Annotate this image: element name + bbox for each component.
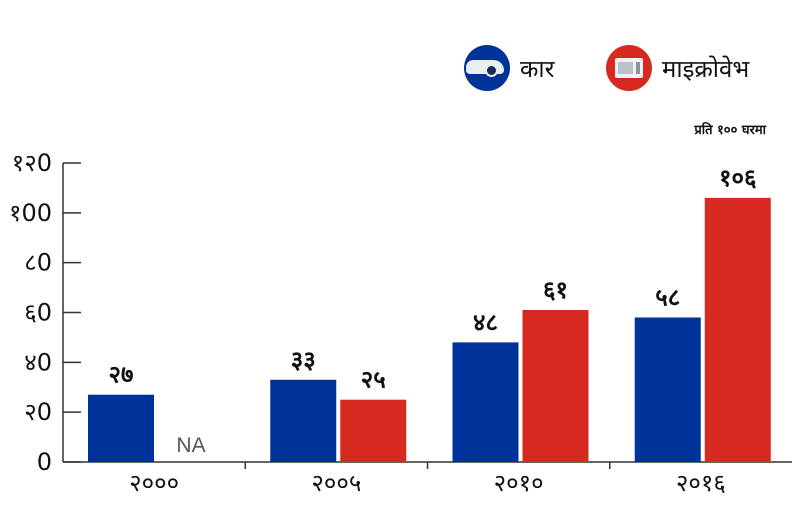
y-tick-label: ६0 (24, 299, 52, 327)
y-tick-label: 0 (37, 448, 52, 476)
microwave-icon (606, 45, 652, 91)
data-label: ४८ (473, 308, 498, 336)
data-label: १०६ (719, 164, 756, 192)
bar (522, 310, 589, 462)
x-tick-label: २००० (129, 469, 179, 497)
bar (270, 379, 337, 462)
data-label: ५८ (655, 283, 680, 311)
legend-item-car: कार (464, 44, 554, 92)
legend-label-microwave: माइक्रोवेभ (662, 54, 750, 83)
car-icon (464, 45, 510, 91)
data-label: ३३ (291, 346, 316, 374)
data-label: ६१ (543, 276, 568, 304)
x-tick-label: २०१० (494, 469, 544, 497)
bar (704, 197, 771, 462)
data-label: २५ (361, 366, 386, 394)
legend-label-car: कार (520, 54, 555, 83)
data-label-na: NA (176, 434, 205, 457)
legend-item-microwave: माइक्रोवेभ (606, 44, 749, 92)
x-tick-label: २०१६ (676, 469, 726, 497)
bar (88, 394, 154, 462)
y-tick-label: २0 (24, 398, 52, 426)
x-tick-label: २००५ (311, 469, 361, 497)
y-tick-label: १२0 (12, 149, 52, 177)
y-tick-label: ८0 (24, 249, 52, 277)
unit-note: प्रति १०० घरमा (694, 123, 766, 138)
data-label: २७ (109, 361, 134, 389)
y-tick-label: ४0 (24, 348, 52, 376)
y-tick-label: १00 (9, 199, 52, 227)
bar (340, 399, 407, 462)
bar (634, 317, 701, 462)
bar (452, 342, 519, 462)
